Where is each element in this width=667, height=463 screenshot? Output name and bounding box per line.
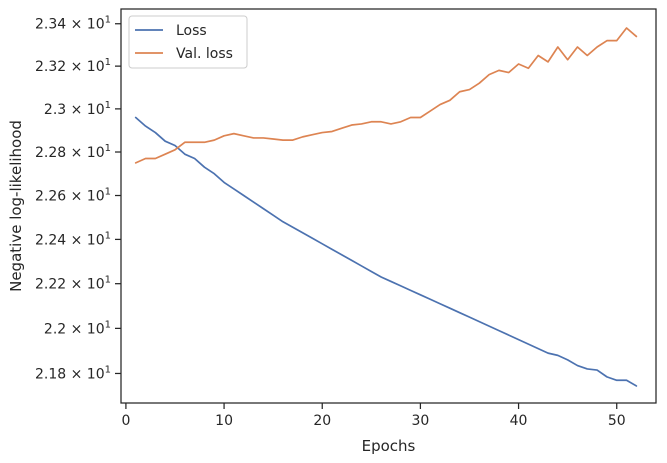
series-lines (134, 27, 638, 387)
plot-frame (120, 8, 657, 404)
x-axis-title: Epochs (362, 437, 416, 455)
x-tick-label: 20 (313, 413, 331, 429)
x-tick-label: 40 (510, 413, 528, 429)
x-axis: 0 10 20 30 40 50 (121, 403, 626, 429)
y-tick-label: 2.32 × 101 (35, 57, 111, 75)
y-axis: 2.18 × 101 2.2 × 101 2.22 × 101 2.24 × 101 2… (35, 15, 121, 382)
x-tick-label: 0 (121, 413, 130, 429)
legend-box (128, 15, 248, 69)
y-tick-label: 2.22 × 101 (35, 275, 111, 293)
y-tick-label: 2.28 × 101 (35, 143, 111, 161)
legend: Loss Val. loss (128, 15, 248, 69)
y-axis-title: Negative log-likelihood (7, 120, 25, 292)
x-tick-label: 50 (608, 413, 626, 429)
y-tick-label: 2.2 × 101 (44, 319, 111, 337)
y-tick-label: 2.3 × 101 (44, 100, 111, 118)
x-tick-label: 10 (215, 413, 233, 429)
y-tick-label: 2.26 × 101 (35, 187, 111, 205)
y-tick-label: 2.18 × 101 (35, 364, 111, 382)
series-line-loss (134, 116, 638, 387)
y-tick-label: 2.24 × 101 (35, 230, 111, 248)
legend-label: Loss (176, 23, 207, 39)
y-tick-label: 2.34 × 101 (35, 15, 111, 33)
legend-label: Val. loss (176, 46, 233, 62)
x-tick-label: 30 (411, 413, 429, 429)
series-line-val-loss (134, 27, 638, 164)
